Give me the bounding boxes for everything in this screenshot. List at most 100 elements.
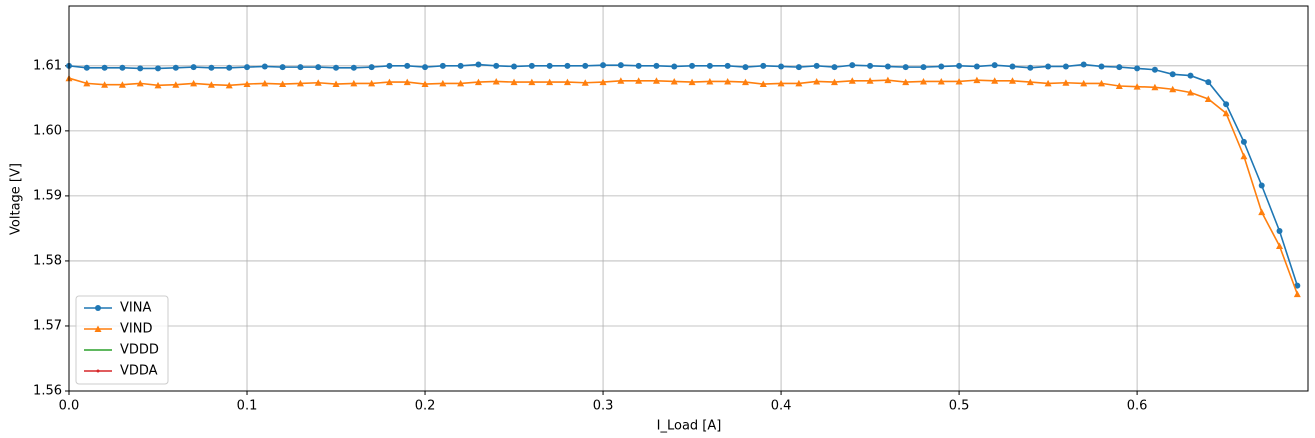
- data-point: [1044, 79, 1052, 87]
- data-point: [546, 78, 554, 86]
- data-point: [385, 78, 393, 86]
- legend-label: VIND: [120, 322, 152, 337]
- legend-box: [75, 295, 169, 385]
- data-point: [439, 62, 446, 69]
- data-point: [973, 63, 980, 70]
- data-point: [1115, 82, 1123, 89]
- data-point: [955, 77, 963, 85]
- data-point: [617, 62, 624, 69]
- x-tick-label: 0.0: [59, 399, 80, 414]
- data-point: [849, 62, 856, 69]
- data-point: [368, 64, 375, 71]
- plot-frame: [68, 5, 1309, 392]
- data-point: [1240, 152, 1248, 160]
- data-point: [599, 78, 607, 86]
- data-point: [617, 77, 625, 84]
- data-point: [760, 62, 767, 69]
- data-point: [1169, 71, 1176, 78]
- data-point: [457, 79, 465, 87]
- data-point: [689, 62, 696, 69]
- data-point: [244, 64, 251, 71]
- data-point: [813, 77, 821, 85]
- data-point: [1045, 63, 1052, 70]
- data-point: [1187, 88, 1195, 96]
- data-point: [706, 77, 714, 85]
- data-point: [421, 80, 429, 88]
- data-point: [635, 62, 642, 69]
- data-point: [118, 81, 126, 88]
- legend-marker: [96, 369, 100, 373]
- data-point: [759, 80, 767, 88]
- x-tick-label: 0.6: [1127, 399, 1148, 414]
- data-point: [600, 62, 607, 69]
- data-point: [1098, 79, 1105, 87]
- data-point: [510, 78, 518, 86]
- data-point: [154, 81, 162, 89]
- data-point: [546, 62, 553, 69]
- data-point: [937, 77, 945, 85]
- data-point: [296, 79, 304, 87]
- data-point: [670, 77, 678, 85]
- data-point: [1151, 66, 1158, 73]
- data-point: [1116, 64, 1123, 71]
- data-point: [1205, 79, 1212, 86]
- data-point: [991, 77, 999, 84]
- data-point: [190, 79, 198, 87]
- data-point: [1294, 282, 1301, 289]
- data-point: [830, 78, 838, 86]
- data-point: [778, 63, 785, 70]
- data-point: [261, 63, 268, 70]
- legend-marker: [95, 305, 101, 311]
- data-point: [724, 62, 731, 69]
- data-point: [83, 79, 91, 87]
- data-point: [457, 62, 464, 69]
- data-point: [243, 80, 251, 88]
- data-point: [172, 64, 179, 71]
- data-point: [742, 64, 749, 71]
- data-point: [1204, 95, 1212, 102]
- data-point: [1098, 63, 1105, 70]
- data-point: [652, 77, 660, 84]
- y-tick-label: 1.57: [33, 318, 62, 333]
- data-point: [563, 78, 571, 86]
- data-point: [279, 64, 286, 71]
- data-point: [1080, 79, 1088, 87]
- data-point: [101, 64, 108, 71]
- data-point: [350, 64, 357, 71]
- legend-label: VINA: [120, 301, 151, 316]
- y-tick-label: 1.61: [33, 58, 62, 73]
- data-point: [956, 62, 963, 69]
- data-point: [991, 62, 998, 69]
- data-point: [795, 79, 803, 87]
- data-point: [1222, 109, 1230, 117]
- data-point: [172, 81, 180, 88]
- data-point: [368, 79, 376, 87]
- x-tick-label: 0.3: [593, 399, 614, 414]
- data-point: [422, 64, 429, 71]
- y-tick-label: 1.59: [33, 188, 62, 203]
- data-point: [1027, 64, 1034, 71]
- data-point: [635, 77, 643, 84]
- data-point: [493, 62, 500, 69]
- data-point: [902, 64, 909, 71]
- y-tick-label: 1.58: [33, 253, 62, 268]
- data-point: [1026, 78, 1034, 86]
- data-point: [919, 77, 927, 85]
- series-line: [68, 63, 1299, 286]
- data-point: [564, 62, 571, 69]
- data-point: [867, 62, 874, 69]
- data-point: [492, 77, 500, 85]
- data-point: [1009, 63, 1016, 70]
- data-point: [403, 78, 411, 86]
- data-point: [208, 64, 215, 71]
- data-point: [511, 63, 518, 70]
- data-point: [528, 78, 536, 86]
- data-point: [1008, 77, 1016, 84]
- data-point: [261, 79, 269, 87]
- data-point: [581, 79, 589, 86]
- data-point: [706, 62, 713, 69]
- data-point: [528, 62, 535, 69]
- data-point: [813, 62, 820, 69]
- data-point: [474, 78, 482, 86]
- data-point: [1240, 138, 1247, 145]
